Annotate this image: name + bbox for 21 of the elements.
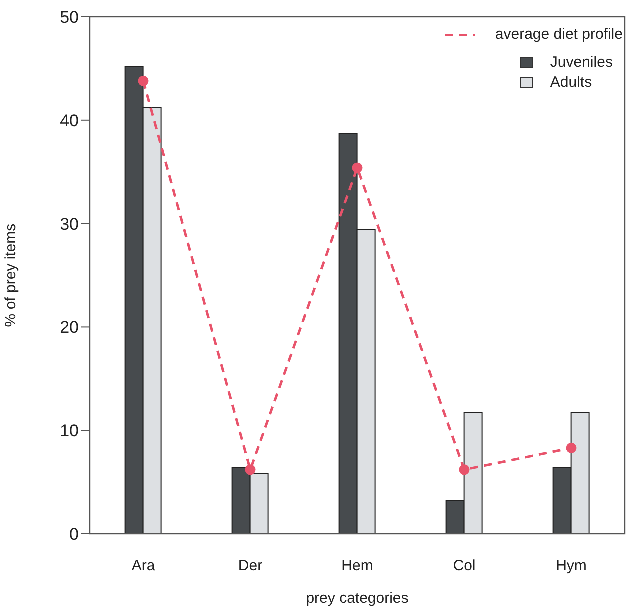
legend-label: Juveniles	[550, 53, 613, 73]
x-axis-title: prey categories	[306, 590, 409, 607]
x-tick-label: Hem	[342, 558, 374, 575]
point	[566, 442, 577, 454]
x-tick-label: Der	[238, 558, 263, 575]
x-tick-label: Ara	[132, 558, 156, 575]
y-tick-label: 40	[60, 111, 79, 130]
x-tick-label: Col	[453, 558, 476, 575]
legend-label: average diet profile	[495, 26, 623, 43]
legend-label: Adults	[550, 73, 592, 93]
y-axis-title: % of prey items	[2, 224, 20, 328]
x-tick-label: Hym	[556, 558, 587, 575]
point	[352, 162, 363, 174]
point	[459, 464, 470, 476]
y-tick-label: 10	[60, 422, 79, 441]
y-tick-label: 0	[70, 525, 79, 544]
y-tick-label: 50	[60, 8, 79, 28]
point	[138, 76, 149, 86]
y-tick-label: 30	[60, 214, 79, 234]
point	[245, 464, 256, 476]
y-tick-label: 20	[60, 318, 79, 338]
